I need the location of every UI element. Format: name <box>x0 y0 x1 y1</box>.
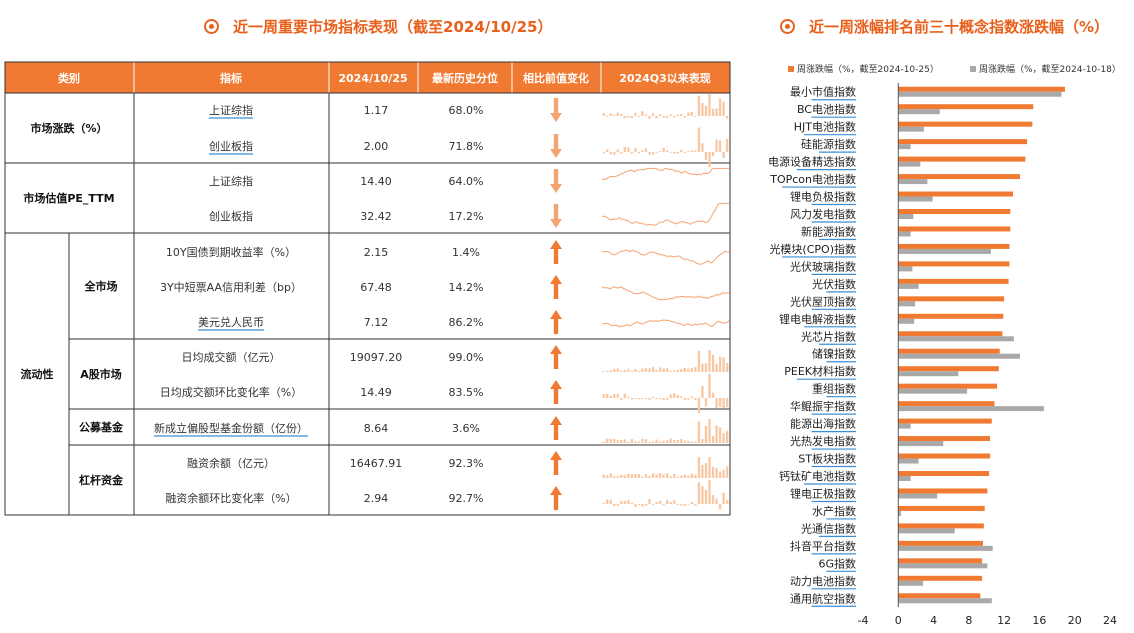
indicator-value: 7.12 <box>364 316 389 329</box>
subgroup-label-2: 公募基金 <box>79 420 124 434</box>
indicator-percentile: 71.8% <box>449 140 484 153</box>
table-header-0: 类别 <box>58 71 80 85</box>
indicator-label: 10Y国债到期收益率（%） <box>166 245 296 259</box>
table-row: 新成立偏股型基金份额（亿份） 8.64 3.6% <box>154 416 562 440</box>
indicator-label: 融资余额（亿元） <box>187 456 275 470</box>
indicator-percentile: 3.6% <box>452 422 480 435</box>
table-grid <box>4 61 731 516</box>
right-title-text: 近一周涨幅排名前三十概念指数涨跌幅（%） <box>809 18 1110 36</box>
indicator-label: 日均成交额环比变化率（%） <box>160 385 302 399</box>
table-header-2: 2024/10/25 <box>338 72 407 85</box>
indicator-value: 1.17 <box>364 104 389 117</box>
indicator-percentile: 1.4% <box>452 246 480 259</box>
table-row: 上证综指 1.17 68.0% <box>209 98 562 122</box>
arrow-up-icon <box>550 380 562 404</box>
sparkline <box>602 127 729 168</box>
sparkline <box>602 93 729 119</box>
table-row: 日均成交额环比变化率（%） 14.49 83.5% <box>160 380 562 404</box>
sparkline <box>601 167 729 181</box>
indicator-percentile: 86.2% <box>449 316 484 329</box>
table-row: 日均成交额（亿元） 19097.20 99.0% <box>182 345 562 369</box>
indicator-value: 8.64 <box>364 422 389 435</box>
indicator-value: 2.00 <box>364 140 389 153</box>
sparkline <box>601 319 730 328</box>
table-row: 上证综指 14.40 64.0% <box>209 169 562 193</box>
indicator-value: 67.48 <box>360 281 392 294</box>
indicator-value: 32.42 <box>360 210 392 223</box>
indicator-percentile: 83.5% <box>449 386 484 399</box>
bullet-circle-icon <box>780 19 795 34</box>
arrow-down-icon <box>550 134 562 158</box>
table-header-bg <box>5 62 730 93</box>
indicator-value: 19097.20 <box>350 351 403 364</box>
group-label-1: 市场估值PE_TTM <box>23 191 114 205</box>
table-row: 融资余额环比变化率（%） 2.94 92.7% <box>165 486 562 510</box>
indicator-label: 新成立偏股型基金份额（亿份） <box>154 421 308 435</box>
table-row: 10Y国债到期收益率（%） 2.15 1.4% <box>166 240 562 264</box>
arrow-up-icon <box>550 486 562 510</box>
left-title-text: 近一周重要市场指标表现（截至2024/10/25） <box>233 18 553 36</box>
group-label-2: 流动性 <box>21 367 54 381</box>
indicator-label: 创业板指 <box>209 139 253 153</box>
sparkline <box>601 286 730 301</box>
arrow-up-icon <box>550 240 562 264</box>
table-row: 创业板指 2.00 71.8% <box>209 134 562 158</box>
indicator-value: 16467.91 <box>350 457 403 470</box>
indicator-percentile: 92.7% <box>449 492 484 505</box>
indicator-percentile: 68.0% <box>449 104 484 117</box>
indicator-percentile: 99.0% <box>449 351 484 364</box>
arrow-up-icon <box>550 310 562 334</box>
indicator-percentile: 64.0% <box>449 175 484 188</box>
indicator-value: 14.49 <box>360 386 392 399</box>
arrow-up-icon <box>550 345 562 369</box>
table-header-3: 最新历史分位 <box>432 71 498 85</box>
left-title: 近一周重要市场指标表现（截至2024/10/25） <box>204 16 552 37</box>
indicator-percentile: 17.2% <box>449 210 484 223</box>
indicator-value: 14.40 <box>360 175 392 188</box>
table-row: 3Y中短票AA信用利差（bp） 67.48 14.2% <box>160 275 562 299</box>
indicator-label: 融资余额环比变化率（%） <box>165 491 296 505</box>
table-header-5: 2024Q3以来表现 <box>619 71 711 85</box>
sparkline <box>602 419 729 443</box>
table-header-4: 相比前值变化 <box>523 71 589 85</box>
table-header-1: 指标 <box>220 71 242 85</box>
arrow-up-icon <box>550 416 562 440</box>
sparkline <box>602 202 729 226</box>
indicator-percentile: 14.2% <box>449 281 484 294</box>
arrow-down-icon <box>550 169 562 193</box>
indicator-label: 美元兑人民币 <box>198 315 264 329</box>
table-row: 创业板指 32.42 17.2% <box>209 204 562 228</box>
header-separators <box>133 62 602 93</box>
indicator-label: 日均成交额（亿元） <box>182 350 281 364</box>
indicator-value: 2.94 <box>364 492 389 505</box>
bullet-circle-icon <box>204 19 219 34</box>
right-title: 近一周涨幅排名前三十概念指数涨跌幅（%） <box>780 16 1109 37</box>
indicator-label: 3Y中短票AA信用利差（bp） <box>160 280 302 294</box>
arrow-up-icon <box>550 275 562 299</box>
sparkline <box>602 479 729 510</box>
indicator-label: 上证综指 <box>209 103 253 117</box>
subgroup-label-0: 全市场 <box>84 279 118 293</box>
subgroup-label-1: A股市场 <box>80 367 122 381</box>
subgroup-label-3: 杠杆资金 <box>79 473 124 487</box>
arrow-down-icon <box>550 98 562 122</box>
table-row: 美元兑人民币 7.12 86.2% <box>198 310 562 334</box>
sparkline <box>602 457 729 478</box>
sparkline <box>601 249 730 265</box>
indicator-label: 上证综指 <box>209 174 253 188</box>
arrow-up-icon <box>550 451 562 475</box>
indicator-value: 2.15 <box>364 246 389 259</box>
arrow-down-icon <box>550 204 562 228</box>
sparkline <box>602 350 729 372</box>
group-label-0: 市场涨跌（%） <box>30 121 107 135</box>
table-row: 融资余额（亿元） 16467.91 92.3% <box>187 451 562 475</box>
sparkline <box>602 373 729 414</box>
indicator-label: 创业板指 <box>209 209 253 223</box>
indicator-percentile: 92.3% <box>449 457 484 470</box>
